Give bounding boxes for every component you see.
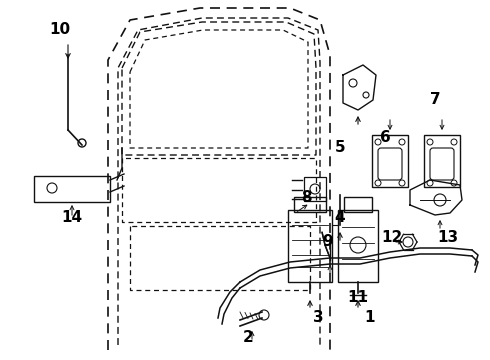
Text: 14: 14 [61, 211, 82, 225]
Bar [34, 176, 110, 202]
Bar [338, 210, 378, 282]
Text: 13: 13 [438, 230, 459, 246]
Text: 8: 8 [301, 190, 311, 206]
Text: 1: 1 [365, 310, 375, 325]
Bar [424, 135, 460, 187]
Text: 9: 9 [323, 234, 333, 249]
Bar [294, 197, 326, 212]
Text: 3: 3 [313, 310, 323, 325]
Bar [344, 197, 372, 212]
Text: 5: 5 [335, 140, 345, 156]
Text: 7: 7 [430, 93, 441, 108]
Text: 11: 11 [347, 291, 368, 306]
Text: 6: 6 [380, 130, 391, 145]
Bar [288, 210, 332, 282]
Bar [304, 177, 326, 201]
Text: 4: 4 [335, 211, 345, 225]
Text: 12: 12 [381, 230, 403, 246]
Text: 10: 10 [49, 22, 71, 37]
Text: 2: 2 [243, 330, 253, 346]
Bar [372, 135, 408, 187]
